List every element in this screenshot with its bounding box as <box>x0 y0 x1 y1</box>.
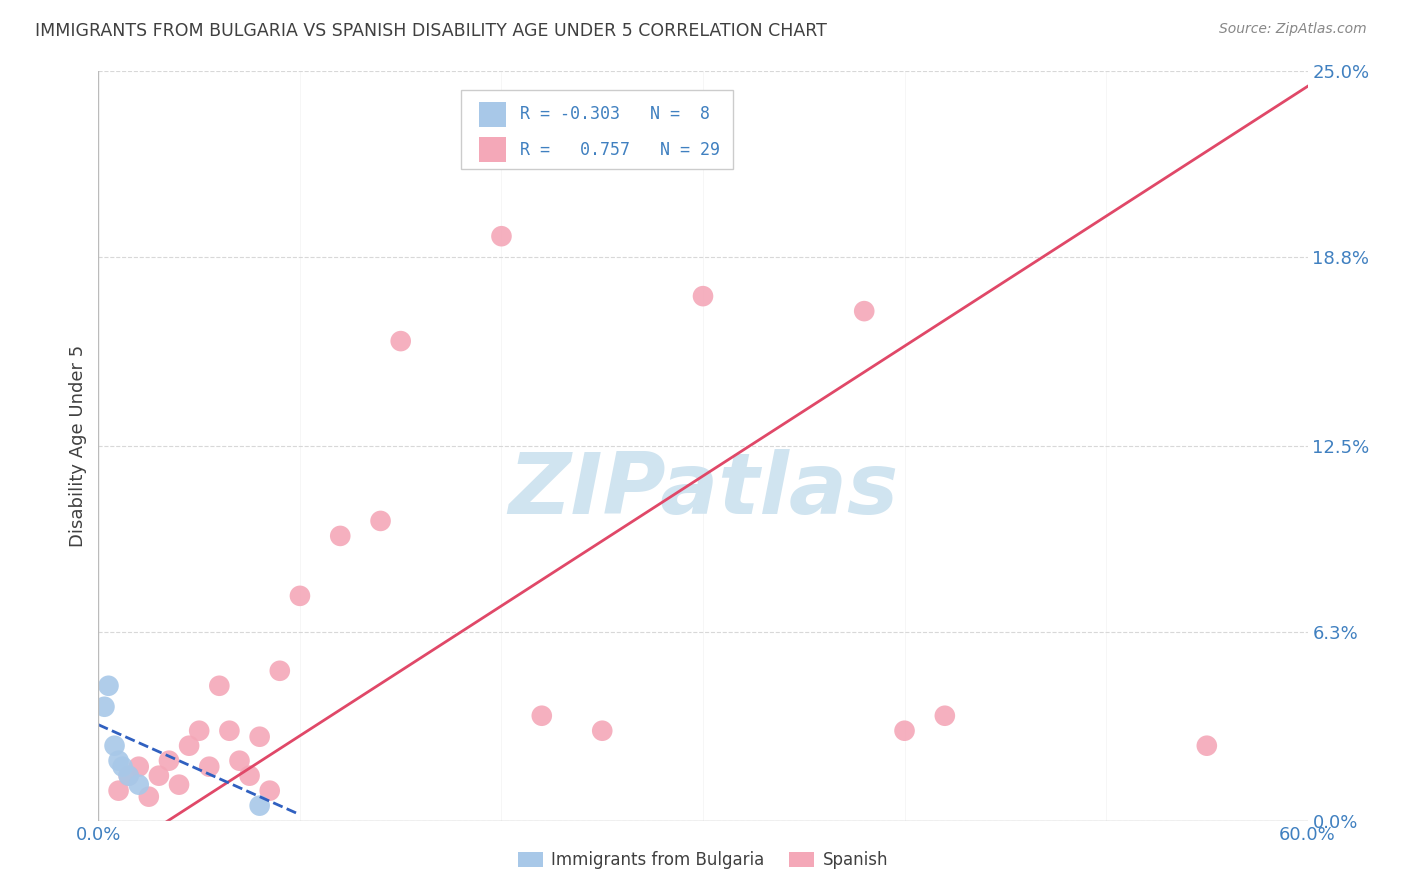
Y-axis label: Disability Age Under 5: Disability Age Under 5 <box>69 345 87 547</box>
Bar <box>479 137 506 162</box>
Point <box>167 778 190 792</box>
Text: IMMIGRANTS FROM BULGARIA VS SPANISH DISABILITY AGE UNDER 5 CORRELATION CHART: IMMIGRANTS FROM BULGARIA VS SPANISH DISA… <box>35 22 827 40</box>
Point <box>934 708 956 723</box>
Point <box>103 739 125 753</box>
Point <box>208 679 231 693</box>
Point <box>259 783 281 797</box>
Point <box>157 754 180 768</box>
Point <box>1195 739 1218 753</box>
Point <box>138 789 160 804</box>
Point <box>198 760 221 774</box>
Point <box>389 334 412 348</box>
Text: Source: ZipAtlas.com: Source: ZipAtlas.com <box>1219 22 1367 37</box>
Point <box>118 769 141 783</box>
Point <box>107 783 129 797</box>
Point <box>893 723 915 738</box>
Point <box>329 529 352 543</box>
Point <box>107 754 129 768</box>
Bar <box>479 102 506 127</box>
Point <box>188 723 211 738</box>
Point <box>491 229 513 244</box>
Text: R = -0.303   N =  8: R = -0.303 N = 8 <box>520 105 710 123</box>
Legend: Immigrants from Bulgaria, Spanish: Immigrants from Bulgaria, Spanish <box>512 845 894 876</box>
Point <box>179 739 201 753</box>
Point <box>370 514 392 528</box>
Point <box>269 664 291 678</box>
Text: ZIPatlas: ZIPatlas <box>508 450 898 533</box>
Point <box>97 679 120 693</box>
Point <box>249 730 271 744</box>
Point <box>591 723 613 738</box>
Point <box>128 778 150 792</box>
Point <box>148 769 170 783</box>
FancyBboxPatch shape <box>461 90 734 169</box>
Point <box>853 304 876 318</box>
Point <box>530 708 553 723</box>
Point <box>218 723 240 738</box>
Point <box>228 754 250 768</box>
Point <box>692 289 714 303</box>
Point <box>111 760 134 774</box>
Text: R =   0.757   N = 29: R = 0.757 N = 29 <box>520 141 720 159</box>
Point <box>93 699 115 714</box>
Point <box>239 769 262 783</box>
Point <box>288 589 311 603</box>
Point <box>128 760 150 774</box>
Point <box>118 769 141 783</box>
Point <box>249 798 271 813</box>
